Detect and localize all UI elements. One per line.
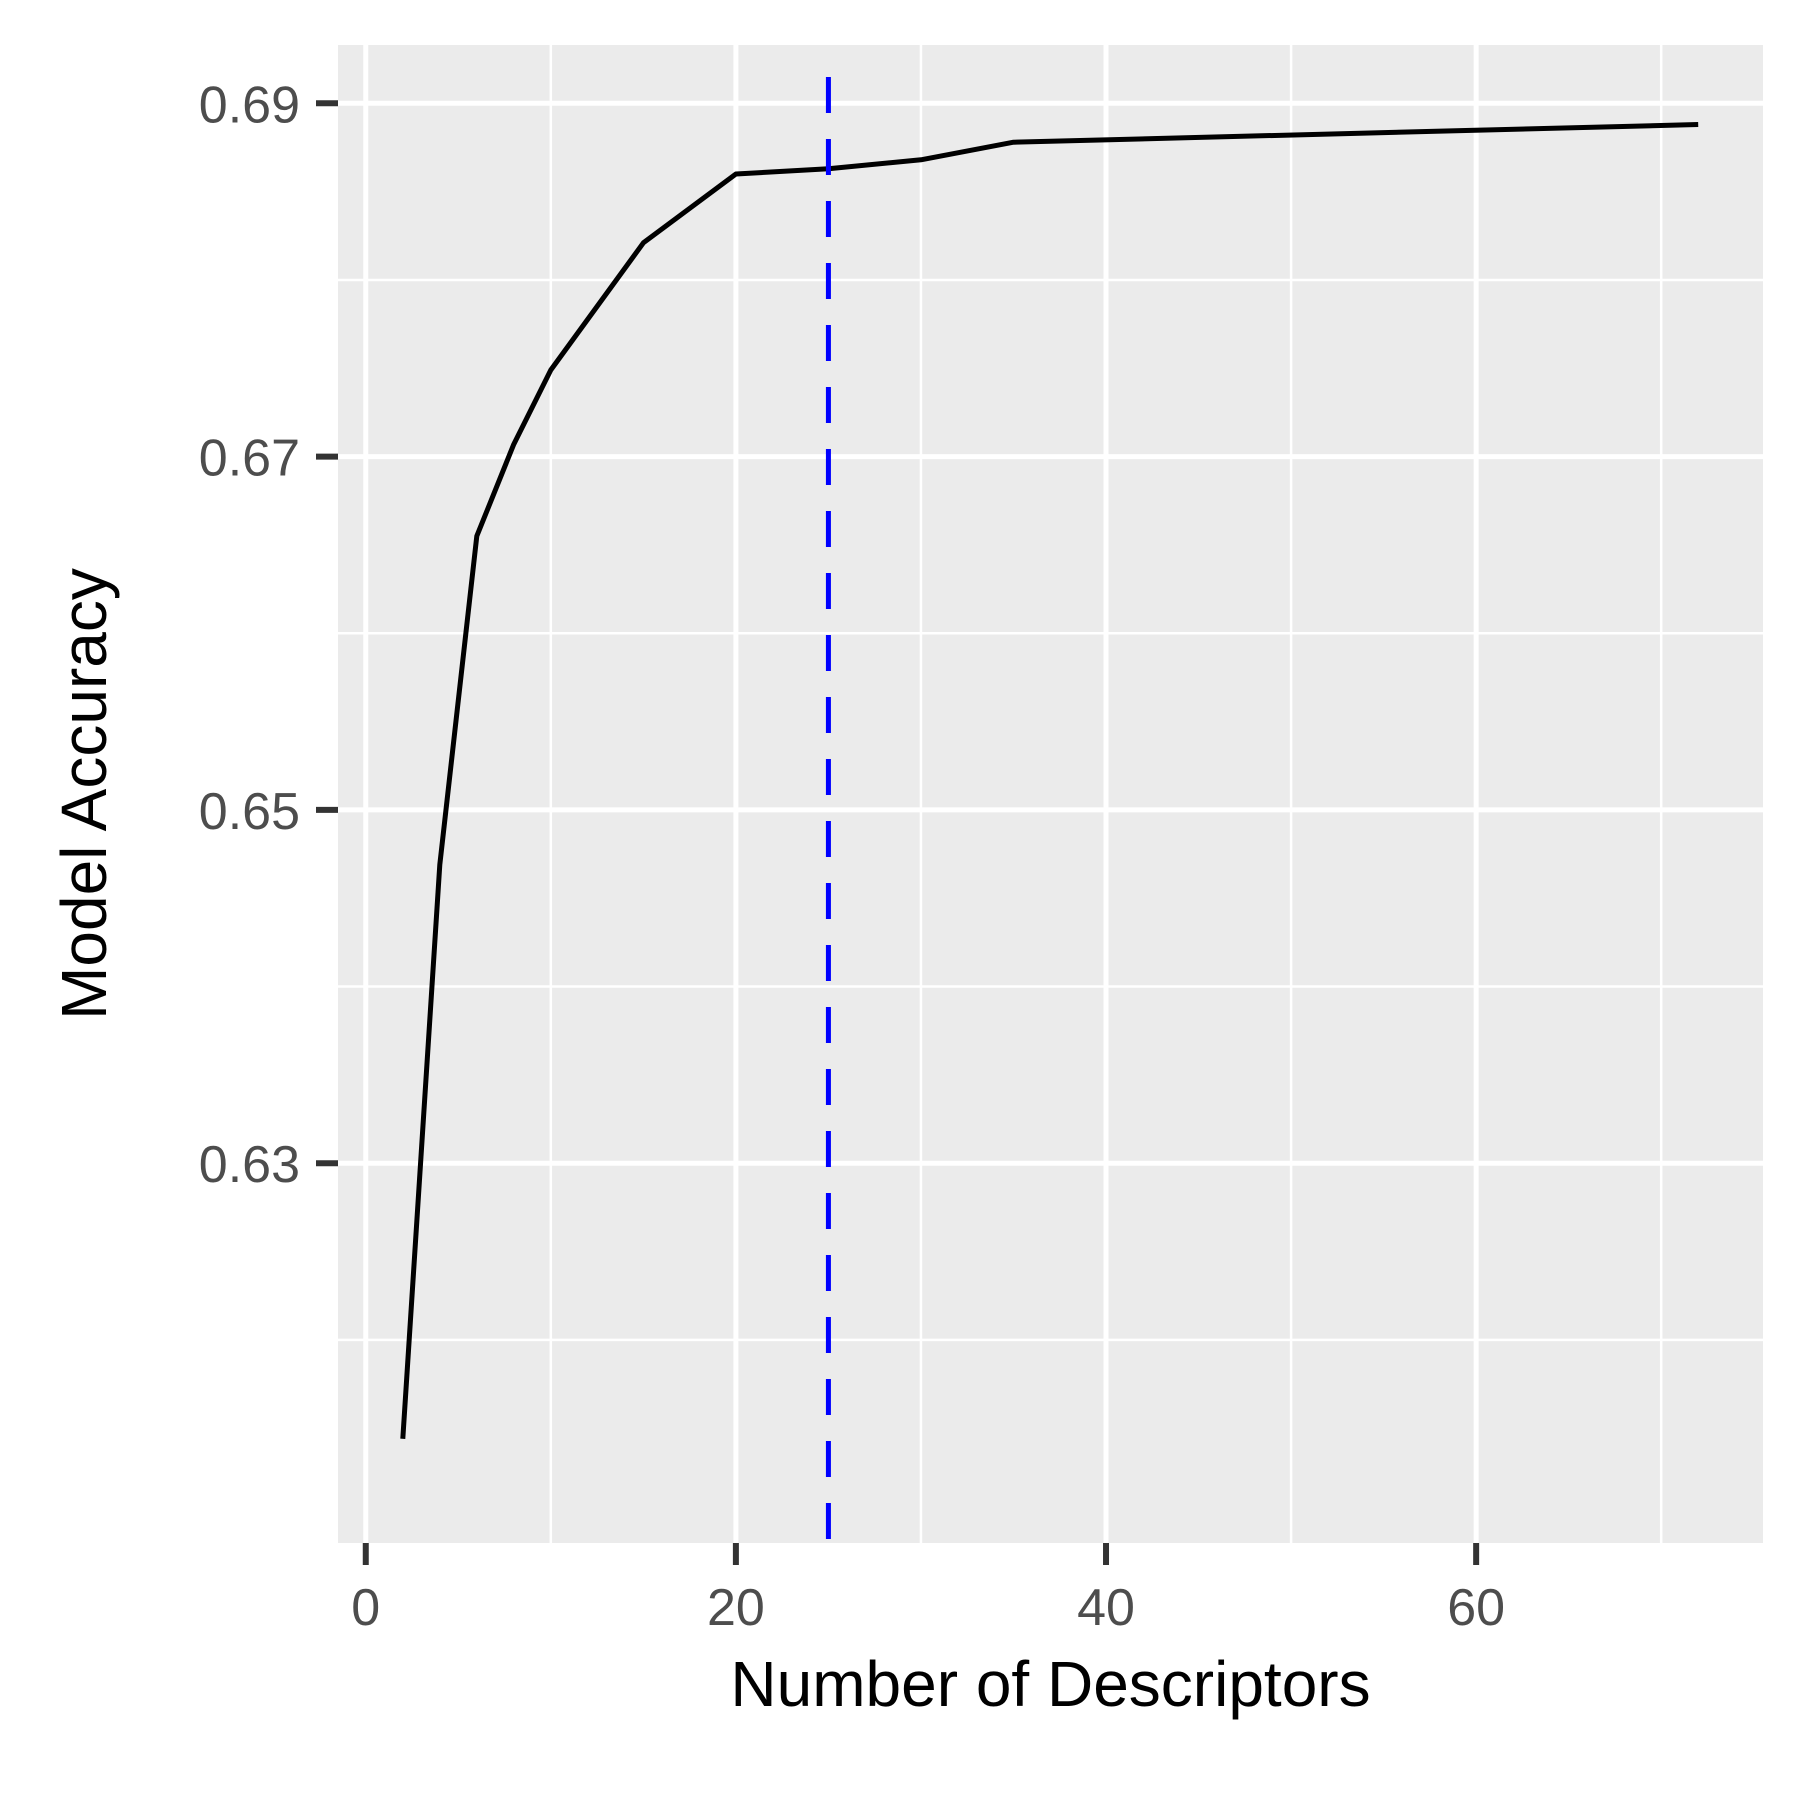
y-tick-label: 0.67	[199, 430, 300, 488]
y-tick-label: 0.65	[199, 783, 300, 841]
minor-gridlines	[338, 45, 1763, 1543]
x-axis: 0 20 40 60	[351, 1543, 1505, 1637]
x-tick-label: 60	[1447, 1579, 1505, 1637]
y-tick-label: 0.69	[199, 76, 300, 134]
y-axis-title: Model Accuracy	[48, 568, 120, 1020]
series-layer	[400, 122, 1699, 1439]
major-gridlines	[338, 45, 1763, 1543]
panel-background	[338, 45, 1763, 1543]
x-tick-label: 40	[1077, 1579, 1135, 1637]
x-axis-title: Number of Descriptors	[730, 1648, 1370, 1720]
x-tick-label: 20	[707, 1579, 765, 1637]
y-axis: 0.63 0.65 0.67 0.69	[199, 76, 338, 1194]
x-tick-label: 0	[351, 1579, 380, 1637]
series-line	[400, 122, 1699, 1439]
y-tick-label: 0.63	[199, 1136, 300, 1194]
